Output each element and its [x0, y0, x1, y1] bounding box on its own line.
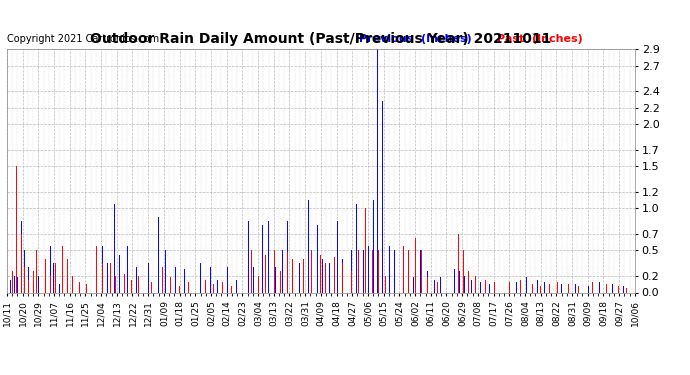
Text: Copyright 2021 Cartronics.com: Copyright 2021 Cartronics.com: [7, 34, 159, 44]
Title: Outdoor Rain Daily Amount (Past/Previous Year) 20211011: Outdoor Rain Daily Amount (Past/Previous…: [90, 32, 551, 46]
Text: Previous  (Inches): Previous (Inches): [359, 34, 471, 44]
Text: Past  (Inches): Past (Inches): [497, 34, 582, 44]
